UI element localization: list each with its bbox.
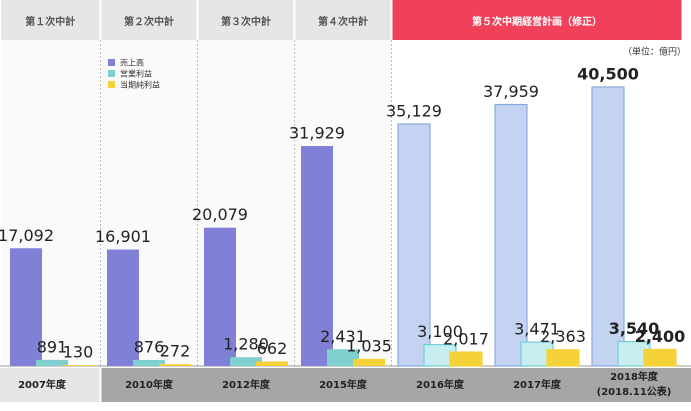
period-label: 第５次中期経営計画（修正） [472, 15, 602, 28]
bar [62, 365, 94, 366]
bar [36, 359, 68, 366]
bar [353, 358, 385, 366]
bar [449, 351, 483, 367]
period-header [198, 0, 294, 40]
value-label: 876 [134, 337, 165, 356]
legend-label: 営業利益 [120, 69, 152, 79]
bar [230, 357, 262, 366]
value-label: 662 [257, 339, 288, 358]
value-label: 891 [37, 337, 68, 356]
unit-label: （単位：億円） [623, 46, 686, 58]
value-label: 272 [160, 342, 191, 361]
bar [107, 249, 139, 366]
x-tick-label: 2017年度 [513, 378, 562, 391]
x-tick-label: 2016年度 [416, 378, 465, 391]
legend-swatch [108, 81, 115, 88]
value-label: 130 [63, 343, 94, 362]
x-tick-label: 2015年度 [319, 378, 368, 391]
value-label: 3,540 [609, 319, 660, 338]
bar [494, 103, 528, 367]
x-tick-label: 2007年度 [18, 378, 67, 391]
bar [204, 227, 236, 366]
period-label: 第２次中計 [124, 15, 174, 28]
bar [591, 86, 625, 367]
bar [327, 349, 359, 366]
period-label: 第３次中計 [221, 15, 271, 28]
bar [301, 146, 333, 366]
category-note: (2018.11公表) [597, 385, 672, 398]
period-header [101, 0, 197, 40]
value-label: 2,400 [635, 327, 686, 346]
x-tick-label: 2018年度 [610, 370, 659, 383]
value-label: 3,100 [417, 322, 463, 341]
bar [546, 349, 580, 367]
footer-first [0, 368, 100, 402]
footer [101, 368, 691, 402]
x-tick-label: 2012年度 [222, 378, 271, 391]
value-label: 31,929 [289, 124, 345, 143]
value-label: 20,079 [192, 205, 248, 224]
value-label: 40,500 [577, 65, 639, 84]
legend-label: 売上高 [120, 58, 144, 68]
x-tick-label: 2010年度 [125, 378, 174, 391]
value-label: 2,431 [320, 327, 366, 346]
value-label: 17,092 [0, 226, 54, 245]
bar [133, 359, 165, 366]
value-label: 35,129 [386, 102, 442, 121]
bar [397, 123, 431, 367]
period-label: 第１次中計 [25, 15, 75, 28]
value-label: 1,035 [346, 336, 392, 355]
value-label: 2,017 [443, 330, 489, 349]
value-label: 37,959 [483, 82, 539, 101]
period-header [295, 0, 391, 40]
value-label: 2,363 [540, 327, 586, 346]
bar [159, 364, 191, 366]
legend-swatch [108, 70, 115, 77]
period-header [1, 0, 100, 40]
period-column [392, 40, 682, 366]
legend-swatch [108, 59, 115, 66]
legend-label: 当期純利益 [120, 80, 160, 90]
bar [10, 248, 42, 366]
period-label: 第４次中計 [318, 15, 368, 28]
bar [643, 348, 677, 367]
value-label: 3,471 [514, 320, 560, 339]
bar [256, 361, 288, 366]
value-label: 16,901 [95, 227, 151, 246]
value-label: 1,280 [223, 335, 269, 354]
period-header [392, 0, 682, 40]
